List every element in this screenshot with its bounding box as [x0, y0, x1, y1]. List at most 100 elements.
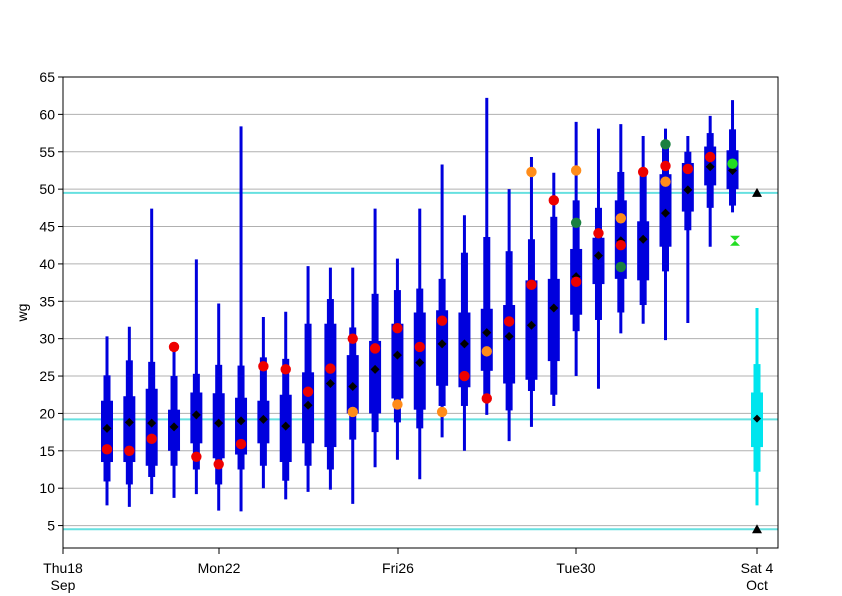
- box-2: [123, 326, 136, 507]
- red-point: [459, 370, 470, 382]
- red-point: [615, 240, 627, 251]
- box-median: [303, 400, 313, 410]
- box-median: [370, 364, 380, 374]
- box-11: [324, 267, 337, 490]
- y-tick-label: 45: [39, 219, 55, 235]
- box-8: [257, 316, 270, 489]
- darkgreen-point: [660, 139, 671, 150]
- box-21: [547, 172, 560, 406]
- red-point: [570, 276, 582, 288]
- orange-point: [526, 166, 537, 178]
- box-iqr: [123, 396, 136, 463]
- y-tick-label: 35: [39, 293, 55, 309]
- box-median: [124, 417, 134, 427]
- darkgreen-point: [570, 217, 582, 228]
- red-point: [302, 386, 314, 397]
- box-25: [637, 136, 650, 324]
- red-point: [369, 343, 381, 354]
- box-median: [549, 303, 559, 313]
- red-point: [213, 459, 224, 470]
- red-point: [124, 445, 135, 457]
- orange-point: [347, 406, 358, 418]
- red-point: [146, 433, 157, 445]
- box-24: [614, 124, 627, 334]
- box-3: [145, 208, 158, 495]
- red-point: [526, 279, 537, 291]
- y-tick-label: 50: [39, 181, 55, 197]
- x-tick-label: Tue30: [556, 560, 595, 576]
- box-median: [325, 379, 335, 389]
- y-tick-label: 10: [39, 480, 55, 496]
- box-18: [480, 97, 493, 415]
- triangle-marker: [752, 187, 762, 197]
- orange-point: [392, 399, 403, 410]
- box-13: [369, 208, 382, 468]
- box-median: [504, 331, 514, 341]
- box-median: [191, 410, 201, 420]
- box-median: [236, 416, 246, 426]
- box-9: [279, 311, 292, 500]
- red-point: [682, 163, 694, 175]
- box-29: [726, 100, 739, 213]
- box-iqr: [391, 323, 404, 399]
- box-12: [346, 267, 359, 504]
- climate-box: [751, 308, 763, 506]
- box-7: [235, 126, 248, 512]
- box-median: [415, 358, 425, 368]
- y-tick-label: 55: [39, 144, 55, 160]
- lime-point: [727, 158, 738, 169]
- box-14: [391, 258, 404, 460]
- triangle-marker: [752, 524, 762, 534]
- box-22: [570, 121, 583, 377]
- orange-point: [570, 165, 582, 176]
- red-point: [280, 364, 291, 375]
- red-point: [191, 451, 202, 462]
- y-axis: 5 10 15 20 25 30 35 40 45 50 55 60 65: [39, 69, 63, 534]
- box-iqr: [458, 312, 471, 388]
- orange-point: [481, 346, 492, 357]
- box-1: [101, 336, 113, 506]
- box-median: [214, 418, 224, 428]
- box-median: [348, 382, 358, 392]
- darkgreen-point: [615, 261, 627, 273]
- box-iqr: [547, 278, 560, 362]
- red-point: [168, 341, 180, 353]
- x-tick-label-line2: Sep: [51, 577, 76, 593]
- point-markers: [101, 139, 762, 534]
- orange-point: [436, 406, 448, 418]
- x-tick-label: Fri26: [382, 560, 414, 576]
- y-tick-label: 60: [39, 106, 55, 122]
- box-median: [683, 185, 693, 195]
- x-tick-label-line2: Oct: [746, 577, 768, 593]
- box-20: [525, 156, 538, 427]
- box-iqr: [480, 308, 493, 371]
- box-23: [592, 128, 605, 389]
- red-point: [392, 323, 403, 334]
- red-point: [101, 444, 113, 455]
- red-point: [637, 166, 649, 178]
- y-tick-label: 5: [47, 518, 55, 534]
- box-10: [302, 266, 315, 492]
- red-point: [548, 195, 559, 206]
- red-point: [258, 361, 269, 372]
- orange-point: [660, 176, 671, 187]
- box-median: [147, 418, 157, 428]
- red-point: [436, 315, 448, 326]
- y-tick-label: 30: [39, 331, 55, 347]
- box-17: [458, 215, 471, 451]
- box-median: [169, 422, 179, 432]
- red-point: [325, 363, 336, 374]
- y-tick-label: 15: [39, 443, 55, 459]
- box-iqr: [525, 280, 538, 380]
- box-iqr: [637, 221, 650, 281]
- box-28: [704, 115, 717, 247]
- box-median: [437, 339, 447, 349]
- red-point: [235, 438, 247, 450]
- box-6: [212, 303, 225, 511]
- box-4: [168, 346, 181, 498]
- x-tick-label: Thu18: [43, 560, 83, 576]
- box-median: [281, 421, 291, 431]
- y-tick-label: 20: [39, 405, 55, 421]
